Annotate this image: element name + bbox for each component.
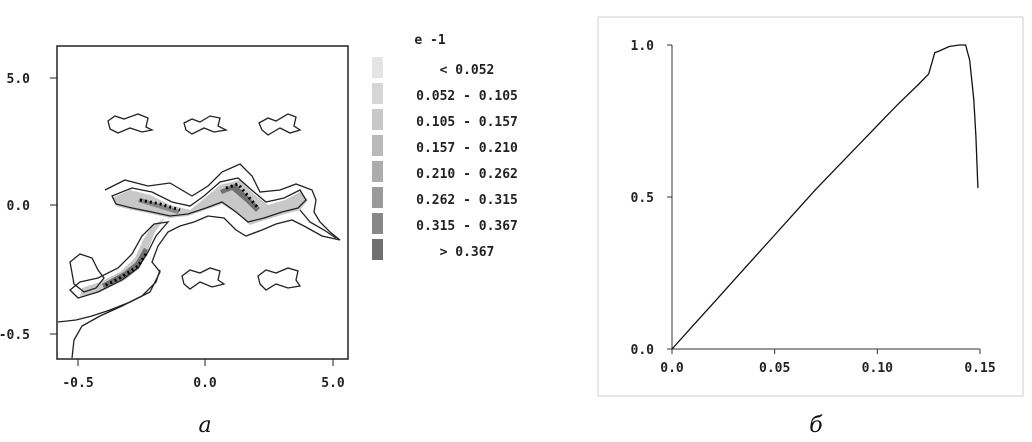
contour-small-2	[183, 115, 229, 135]
panel-b-series-line	[671, 44, 979, 350]
panel-a-contour-chart: -0.5 0.0 5.0 5.0 0.0 -0.5 e -1 < 0.052 0.052 - …	[0, 33, 518, 438]
panel-b-y-tick-label: 0.0	[631, 343, 655, 358]
panel-a-filled-levels	[80, 180, 308, 296]
panel-a-axes: -0.5 0.0 5.0 5.0 0.0 -0.5	[0, 72, 345, 391]
legend-swatch	[372, 187, 383, 208]
contour-main-inner	[111, 177, 307, 223]
panel-a-caption: а	[198, 413, 211, 438]
panel-a-contours	[57, 113, 341, 359]
legend-swatch	[372, 161, 383, 182]
legend-label: > 0.367	[440, 245, 495, 260]
contour-small-4	[181, 267, 226, 290]
legend-swatch	[372, 213, 383, 234]
panel-b-caption: б	[809, 413, 823, 438]
panel-a-legend: e -1 < 0.052 0.052 - 0.105 0.105 - 0.157 0.1…	[372, 33, 518, 260]
panel-a-y-tick-label: 5.0	[7, 72, 31, 87]
contour-small-5	[257, 267, 302, 291]
contour-fill-core-3	[102, 248, 148, 288]
contour-fill-arm	[80, 218, 165, 296]
legend-label: 0.315 - 0.367	[416, 219, 518, 234]
legend-label: < 0.052	[440, 63, 495, 78]
contour-small-1	[107, 113, 154, 134]
panel-a-x-tick-label: -0.5	[62, 376, 93, 391]
legend-label: 0.052 - 0.105	[416, 89, 518, 104]
legend-swatch	[372, 83, 383, 104]
legend-swatch	[372, 239, 383, 260]
legend-title: e -1	[414, 33, 445, 48]
legend-label: 0.262 - 0.315	[416, 193, 518, 208]
panel-a-x-tick-label: 0.0	[193, 376, 217, 391]
contour-lower-arm	[69, 221, 170, 299]
contour-bottom-tail	[71, 269, 161, 359]
panel-b-x-tick-label: 0.15	[964, 361, 995, 376]
contour-left-lobe	[69, 253, 105, 293]
legend-label: 0.210 - 0.262	[416, 167, 518, 182]
legend-swatch	[372, 57, 383, 78]
panel-a-y-tick-label: -0.5	[0, 328, 30, 343]
legend-label: 0.157 - 0.210	[416, 141, 518, 156]
panel-b-x-tick-label: 0.05	[759, 361, 790, 376]
legend-swatch	[372, 135, 383, 156]
contour-small-3	[258, 113, 302, 136]
legend-label: 0.105 - 0.157	[416, 115, 518, 130]
contour-right-tail	[299, 209, 337, 239]
panel-b-x-tick-label: 0.0	[660, 361, 684, 376]
panel-b-axes: 0.0 0.05 0.10 0.15 1.0 0.5 0.0	[631, 39, 996, 376]
panel-b-x-tick-label: 0.10	[862, 361, 893, 376]
contour-ridge	[103, 182, 260, 288]
contour-fill-core-2	[220, 184, 260, 212]
panel-a-x-tick-label: 5.0	[321, 376, 345, 391]
panel-b-card-border	[597, 16, 1024, 397]
panel-b-line-chart: 0.0 0.05 0.10 0.15 1.0 0.5 0.0 б	[597, 16, 1024, 438]
contour-fill-core-1	[138, 198, 180, 214]
panel-a-y-tick-label: 0.0	[7, 199, 31, 214]
panel-b-y-tick-label: 0.5	[631, 191, 654, 206]
contour-main-outer	[57, 163, 341, 323]
panel-b-y-tick-label: 1.0	[631, 39, 655, 54]
panel-a-plot-frame	[56, 45, 349, 360]
legend-swatch	[372, 109, 383, 130]
